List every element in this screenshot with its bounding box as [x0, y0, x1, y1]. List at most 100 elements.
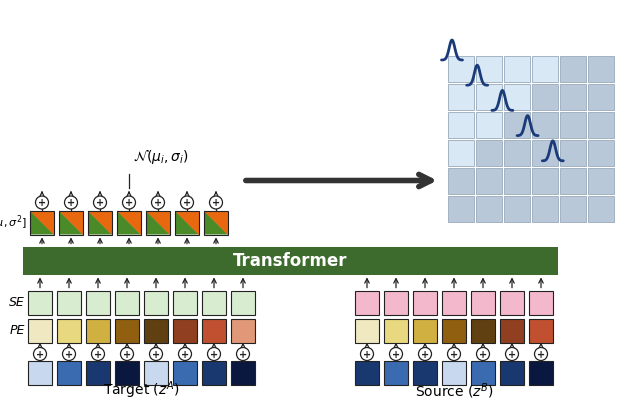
Text: $[\Delta\mu,\sigma^2]$: $[\Delta\mu,\sigma^2]$	[0, 213, 27, 232]
Text: +: +	[94, 350, 102, 359]
Bar	[448, 196, 474, 222]
Bar	[560, 168, 586, 194]
Bar	[500, 361, 524, 385]
Bar	[504, 112, 530, 138]
Circle shape	[207, 348, 221, 361]
Bar	[115, 291, 139, 315]
Polygon shape	[88, 210, 112, 234]
Text: +: +	[183, 198, 191, 208]
Text: +: +	[154, 198, 162, 208]
Bar	[504, 56, 530, 82]
Text: +: +	[125, 198, 133, 208]
Bar	[442, 291, 466, 315]
Circle shape	[63, 348, 76, 361]
Bar	[202, 291, 226, 315]
Circle shape	[120, 348, 134, 361]
Bar	[30, 210, 54, 234]
Bar	[28, 319, 52, 343]
Bar	[57, 361, 81, 385]
Bar	[413, 361, 437, 385]
Bar	[476, 196, 502, 222]
Text: +: +	[152, 350, 160, 359]
Bar	[117, 210, 141, 234]
Bar	[57, 291, 81, 315]
Bar	[588, 196, 614, 222]
Bar	[504, 196, 530, 222]
Bar	[500, 291, 524, 315]
Text: +: +	[537, 350, 545, 359]
Text: +: +	[65, 350, 73, 359]
Text: SE: SE	[9, 296, 25, 309]
Bar	[471, 319, 495, 343]
Bar	[173, 361, 197, 385]
Bar	[504, 168, 530, 194]
Text: +: +	[363, 350, 371, 359]
Circle shape	[152, 196, 164, 209]
Text: PE: PE	[10, 324, 25, 337]
Circle shape	[122, 196, 136, 209]
Text: +: +	[96, 198, 104, 208]
Text: +: +	[450, 350, 458, 359]
Polygon shape	[59, 210, 83, 234]
Bar	[173, 319, 197, 343]
Bar	[504, 140, 530, 166]
Text: +: +	[181, 350, 189, 359]
Circle shape	[534, 348, 547, 361]
Bar	[59, 210, 83, 234]
Bar	[231, 291, 255, 315]
Bar	[384, 319, 408, 343]
Text: +: +	[36, 350, 44, 359]
Circle shape	[237, 348, 250, 361]
Circle shape	[209, 196, 223, 209]
Bar	[588, 140, 614, 166]
Circle shape	[65, 196, 77, 209]
Bar	[529, 361, 553, 385]
Text: +: +	[67, 198, 75, 208]
Text: +: +	[38, 198, 46, 208]
Bar	[86, 361, 110, 385]
Bar	[86, 319, 110, 343]
Circle shape	[180, 196, 193, 209]
Circle shape	[506, 348, 518, 361]
Circle shape	[477, 348, 490, 361]
Polygon shape	[88, 210, 112, 234]
Bar	[442, 319, 466, 343]
Bar	[355, 291, 379, 315]
Bar	[588, 56, 614, 82]
Bar	[413, 319, 437, 343]
Circle shape	[35, 196, 49, 209]
Bar	[175, 210, 199, 234]
Bar	[476, 140, 502, 166]
Bar	[448, 168, 474, 194]
Circle shape	[390, 348, 403, 361]
Circle shape	[150, 348, 163, 361]
Bar	[560, 112, 586, 138]
Bar	[532, 168, 558, 194]
Bar	[144, 291, 168, 315]
Bar	[532, 112, 558, 138]
Text: Transformer: Transformer	[233, 252, 348, 269]
Text: +: +	[392, 350, 400, 359]
Bar	[529, 319, 553, 343]
Bar	[115, 361, 139, 385]
Polygon shape	[204, 210, 228, 234]
Bar	[57, 319, 81, 343]
Polygon shape	[204, 210, 228, 234]
Text: Target $(z^A)$: Target $(z^A)$	[103, 379, 180, 401]
Bar	[146, 210, 170, 234]
Bar	[204, 210, 228, 234]
Polygon shape	[146, 210, 170, 234]
Bar	[532, 196, 558, 222]
Circle shape	[447, 348, 461, 361]
Text: +: +	[508, 350, 516, 359]
Text: +: +	[212, 198, 220, 208]
Bar	[476, 168, 502, 194]
Bar	[471, 291, 495, 315]
Bar	[384, 361, 408, 385]
Polygon shape	[30, 210, 54, 234]
Text: +: +	[210, 350, 218, 359]
Polygon shape	[30, 210, 54, 234]
Bar	[355, 361, 379, 385]
Bar	[355, 319, 379, 343]
Bar	[532, 140, 558, 166]
